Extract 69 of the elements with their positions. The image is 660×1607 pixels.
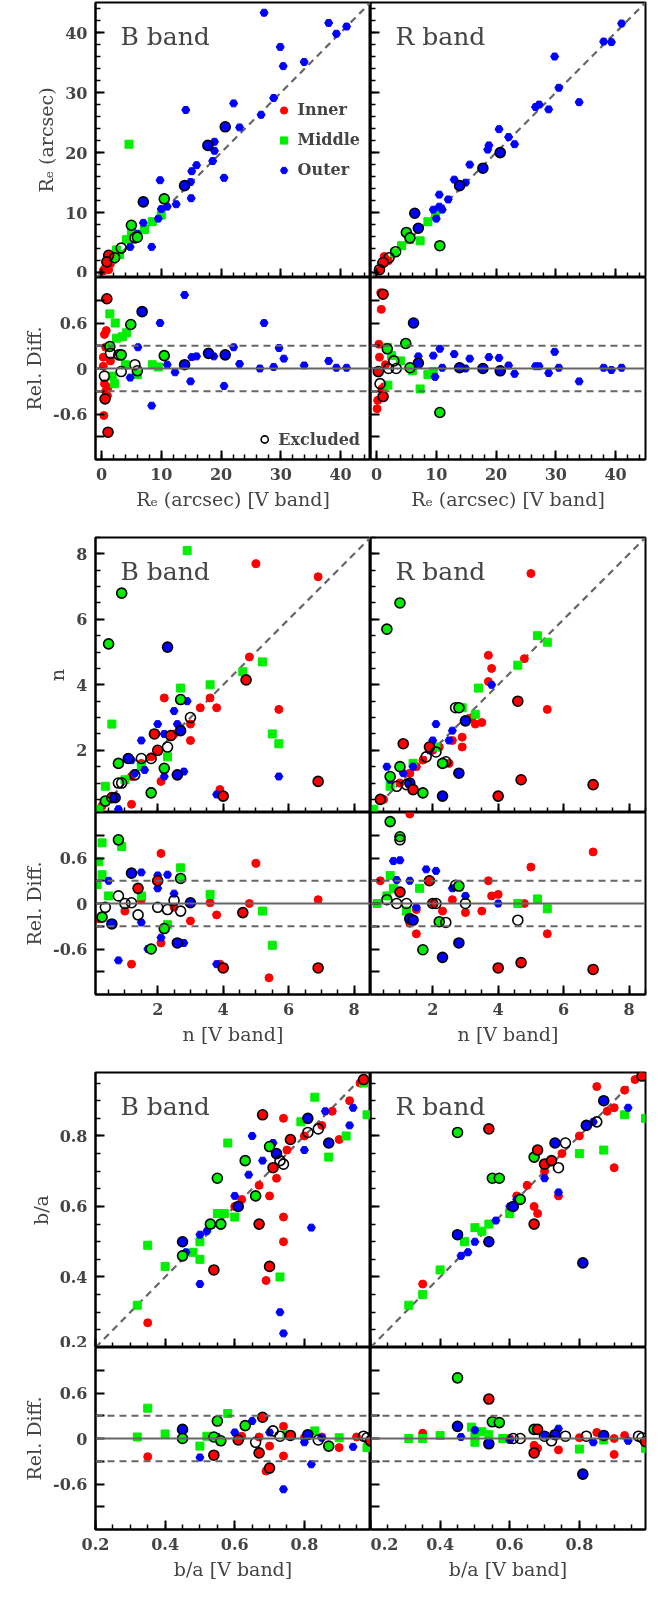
text: R band bbox=[395, 21, 486, 51]
x-tick-label: 4 bbox=[217, 999, 229, 1019]
x-axis-title: Rₑ (arcsec) [V band] bbox=[136, 487, 330, 510]
y-tick-label: 0.2 bbox=[59, 1332, 88, 1352]
x-tick-label: 6 bbox=[558, 999, 570, 1019]
legend-label: Middle bbox=[297, 130, 360, 149]
x-tick-label: 0.4 bbox=[426, 1534, 455, 1554]
x-tick-label: 10 bbox=[425, 464, 448, 484]
y-tick-label: 20 bbox=[65, 143, 88, 163]
y-tick-label: 8 bbox=[76, 544, 88, 564]
y-tick-label: 0 bbox=[76, 1429, 88, 1449]
y-tick-label: 0.6 bbox=[59, 1197, 88, 1217]
x-axis-title: b/a [V band] bbox=[173, 1557, 293, 1580]
legend-label: Excluded bbox=[278, 429, 360, 449]
x-tick-label: 30 bbox=[544, 464, 567, 484]
x-axis-title: Rₑ (arcsec) [V band] bbox=[411, 487, 605, 510]
y-axis-title: n bbox=[46, 668, 69, 682]
legend-label: Outer bbox=[297, 160, 350, 179]
y-axis-title: Rel. Diff. bbox=[23, 861, 46, 946]
y-tick-label: 0 bbox=[76, 894, 88, 914]
x-tick-label: 30 bbox=[269, 464, 292, 484]
text: B band bbox=[120, 21, 210, 51]
x-tick-label: 10 bbox=[150, 464, 173, 484]
y-tick-label: 30 bbox=[65, 83, 88, 103]
y-axis-title: b/a bbox=[29, 1195, 52, 1225]
y-axis-title: Rel. Diff. bbox=[23, 326, 46, 411]
y-tick-label: 0 bbox=[76, 262, 88, 282]
legend-label: Inner bbox=[297, 100, 347, 119]
y-tick-label: -0.6 bbox=[53, 405, 88, 424]
y-tick-label: 0.6 bbox=[59, 1384, 88, 1403]
x-tick-label: 0.6 bbox=[495, 1534, 524, 1554]
x-tick-label: 2 bbox=[427, 999, 439, 1019]
y-tick-label: -0.6 bbox=[53, 940, 88, 959]
y-tick-label: 0.6 bbox=[59, 849, 88, 868]
x-tick-label: 0.2 bbox=[370, 1534, 399, 1554]
x-tick-label: 0 bbox=[95, 464, 108, 484]
y-tick-label: -0.6 bbox=[53, 1475, 88, 1494]
y-tick-label: 10 bbox=[65, 203, 88, 223]
x-axis-title: b/a [V band] bbox=[448, 1557, 568, 1580]
x-tick-label: 20 bbox=[209, 464, 233, 484]
x-tick-label: 4 bbox=[492, 999, 504, 1019]
text: R band bbox=[395, 1091, 486, 1121]
x-tick-label: 0 bbox=[370, 464, 383, 484]
x-tick-label: 0.8 bbox=[565, 1534, 594, 1554]
y-tick-label: 0.4 bbox=[59, 1267, 88, 1287]
x-tick-label: 0.8 bbox=[290, 1534, 319, 1554]
x-tick-label: 40 bbox=[604, 464, 627, 484]
y-tick-label: 0.8 bbox=[59, 1126, 88, 1146]
x-tick-label: 40 bbox=[329, 464, 352, 484]
y-axis-title: Rₑ (arcsec) bbox=[35, 87, 58, 193]
text: R band bbox=[395, 556, 486, 586]
y-tick-label: 2 bbox=[76, 741, 88, 761]
x-axis-title: n [V band] bbox=[457, 1022, 559, 1045]
text: B band bbox=[120, 556, 210, 586]
x-tick-label: 8 bbox=[348, 999, 360, 1019]
text: B band bbox=[120, 1091, 210, 1121]
y-tick-label: 40 bbox=[65, 23, 88, 43]
x-tick-label: 20 bbox=[484, 464, 508, 484]
y-tick-label: 0 bbox=[76, 359, 88, 379]
y-axis-title: Rel. Diff. bbox=[23, 1396, 46, 1481]
y-tick-label: 0.6 bbox=[59, 314, 88, 333]
x-tick-label: 8 bbox=[623, 999, 635, 1019]
x-tick-label: 2 bbox=[152, 999, 164, 1019]
y-tick-label: 6 bbox=[76, 610, 88, 630]
x-tick-label: 0.4 bbox=[151, 1534, 180, 1554]
x-tick-label: 0.6 bbox=[220, 1534, 249, 1554]
x-tick-label: 6 bbox=[283, 999, 295, 1019]
y-tick-label: 4 bbox=[76, 675, 88, 695]
x-axis-title: n [V band] bbox=[182, 1022, 284, 1045]
